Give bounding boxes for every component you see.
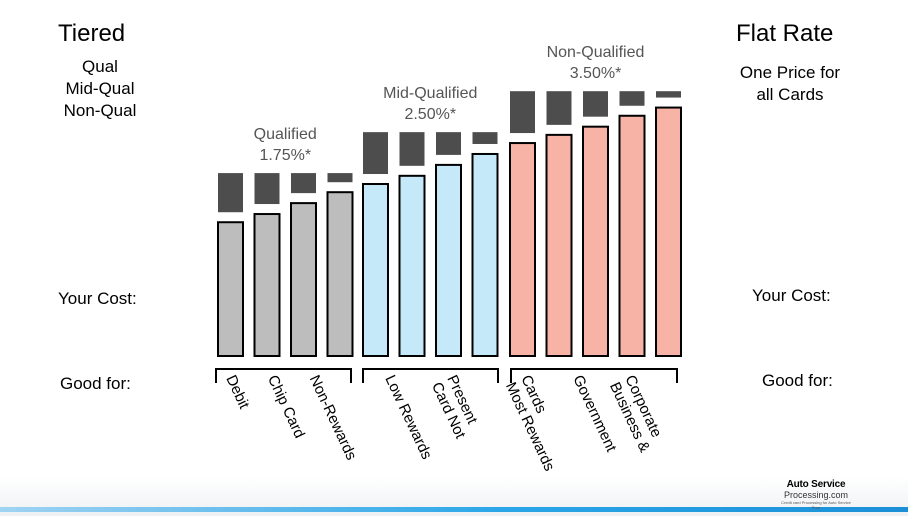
tier-mid-qual: Mid-Qual <box>65 79 135 98</box>
good-for-label-left: Good for: <box>60 374 131 393</box>
markup-cap-non-4 <box>619 91 645 106</box>
good-for-mid-1: Low Rewards <box>381 373 435 463</box>
good-for-qualified-1: Debit <box>222 373 253 413</box>
cost-bar-qualified-4 <box>326 191 354 357</box>
cost-bar-qualified-1 <box>217 221 244 357</box>
your-cost-label-left: Your Cost: <box>58 289 137 308</box>
flat-desc-line-2: all Cards <box>756 85 824 104</box>
good-for-non-1: CardsMost Rewards <box>502 373 573 474</box>
company-logo: Auto Service Processing.com Credit card … <box>778 479 854 511</box>
group-label-qualified-line-2: 1.75%* <box>259 147 311 164</box>
tier-non-qual: Non-Qual <box>63 101 137 120</box>
logo-tagline-text: Credit card Processing for Auto Service … <box>781 500 851 510</box>
markup-cap-mid-1 <box>363 132 388 175</box>
bracket-mid <box>362 368 499 383</box>
cost-bar-mid-2 <box>398 174 426 357</box>
markup-cap-mid-2 <box>399 132 425 166</box>
cost-bar-mid-4 <box>471 152 499 357</box>
flat-desc-line-1: One Price for <box>739 63 841 82</box>
cost-bar-non-4 <box>618 114 646 358</box>
cost-bar-mid-1 <box>362 183 389 357</box>
markup-cap-non-5 <box>656 91 681 98</box>
tiered-title: Tiered <box>58 20 126 47</box>
good-for-qualified-3: Non-Rewards <box>306 373 360 463</box>
group-label-mid-line-2: 2.50%* <box>404 106 456 123</box>
group-label-qualified-line-1: Qualified <box>254 126 317 143</box>
tiered-tier-list: Qual Mid-Qual Non-Qual <box>50 56 150 122</box>
cost-bar-non-5 <box>655 106 682 357</box>
logo-domain-text: Processing.com <box>783 490 849 500</box>
markup-cap-mid-3 <box>436 132 461 155</box>
good-for-qualified-2: Chip Card <box>264 373 308 441</box>
markup-cap-qualified-1 <box>218 173 243 213</box>
cost-bar-non-3 <box>582 125 609 358</box>
markup-cap-qualified-3 <box>291 173 316 194</box>
cost-bar-non-1 <box>509 142 536 357</box>
group-label-non-line-2: 3.50%* <box>570 65 622 82</box>
bracket-qualified <box>215 368 352 383</box>
cost-bar-non-2 <box>545 133 573 357</box>
cost-bar-qualified-3 <box>290 202 317 357</box>
markup-cap-non-1 <box>510 91 535 134</box>
cost-bar-mid-3 <box>435 163 462 357</box>
markup-cap-qualified-4 <box>327 173 353 183</box>
logo-top-text: Auto Service <box>786 479 846 490</box>
tier-qual: Qual <box>82 57 118 76</box>
your-cost-label-right: Your Cost: <box>752 286 831 305</box>
footer-accent-line <box>0 507 908 512</box>
cost-bar-qualified-2 <box>253 213 281 357</box>
good-for-label-right: Good for: <box>762 371 833 390</box>
markup-cap-qualified-2 <box>254 173 280 205</box>
bracket-non <box>510 368 678 383</box>
markup-cap-mid-4 <box>472 132 498 144</box>
markup-cap-non-2 <box>546 91 572 125</box>
markup-cap-non-3 <box>583 91 608 117</box>
flat-rate-title: Flat Rate <box>736 20 834 47</box>
flat-rate-description: One Price for all Cards <box>726 62 854 106</box>
group-label-non-line-1: Non-Qualified <box>547 44 645 61</box>
group-label-mid-line-1: Mid-Qualified <box>383 85 477 102</box>
good-for-mid-2: PresentCard Not <box>428 373 485 443</box>
